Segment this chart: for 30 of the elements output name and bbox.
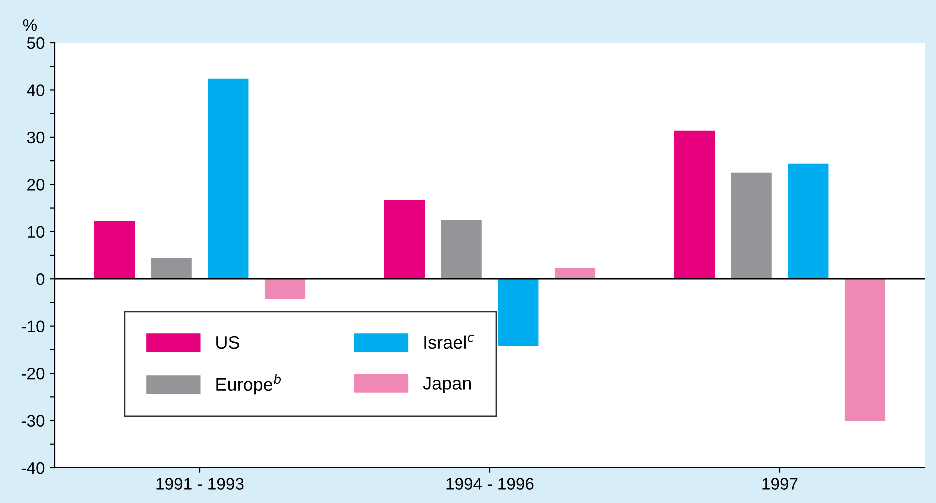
bar — [151, 258, 192, 280]
bar — [94, 221, 136, 280]
x-tick-label: 1994 - 1996 — [446, 478, 534, 490]
bar — [788, 164, 829, 280]
y-tick-label: -20 — [22, 368, 45, 380]
legend-label: Japan — [423, 377, 472, 394]
y-tick-label: 40 — [27, 84, 45, 96]
bar — [844, 279, 886, 422]
y-tick-label: -40 — [22, 462, 45, 474]
y-tick-label: 50 — [27, 37, 45, 50]
bar — [498, 279, 539, 346]
x-tick-label: 1997 — [762, 478, 798, 490]
y-tick-label: 10 — [28, 226, 45, 238]
bar — [208, 78, 249, 280]
x-tick-label: 1991 - 1993 — [156, 478, 244, 490]
y-tick-label: -30 — [22, 415, 45, 427]
y-tick-label: 30 — [27, 132, 45, 144]
bar — [264, 279, 306, 299]
y-tick-label: 0 — [36, 274, 45, 286]
legend-label: US — [216, 336, 240, 350]
bar — [384, 200, 426, 280]
legend-label: Israel$^{c}$ — [424, 334, 474, 350]
bar — [554, 268, 596, 280]
legend-label: Europe$^{b}$ — [216, 374, 282, 395]
bar — [731, 172, 772, 280]
bar — [441, 220, 482, 280]
bar — [674, 130, 716, 280]
y-tick-label: -10 — [22, 320, 45, 333]
y-tick-label: 20 — [28, 179, 45, 191]
y-axis-title: % — [23, 19, 38, 32]
